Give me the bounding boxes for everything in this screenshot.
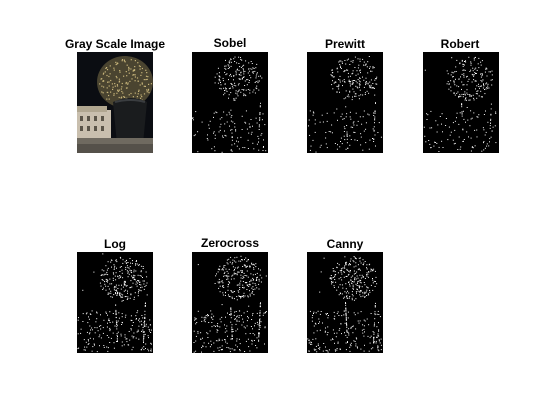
panel-title-robert: Robert [440, 37, 480, 51]
panel-title-zerocross: Zerocross [200, 236, 260, 250]
panel-title-sobel: Sobel [213, 36, 247, 50]
log-edge-image [77, 252, 153, 353]
zerocross-edge-image [192, 252, 268, 353]
canny-edge-image [307, 252, 383, 353]
panel-title-log: Log [104, 237, 126, 251]
prewitt-edge-image [307, 52, 383, 153]
gray-scale-photo [77, 52, 153, 153]
panel-title-gray-scale-image: Gray Scale Image [64, 37, 166, 51]
sobel-edge-image [192, 52, 268, 153]
panel-title-prewitt: Prewitt [324, 37, 365, 51]
panel-title-canny: Canny [326, 237, 364, 251]
robert-edge-image [423, 52, 499, 153]
